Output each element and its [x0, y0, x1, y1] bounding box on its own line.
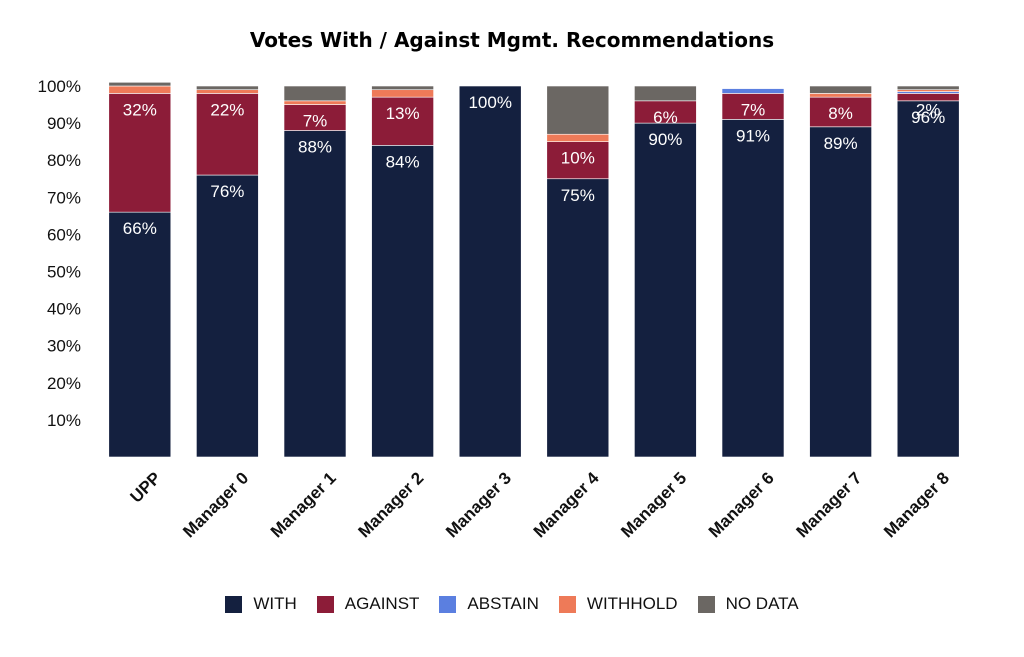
legend-item: NO DATA [697, 594, 799, 614]
y-tick-label: 70% [47, 188, 81, 207]
legend-swatch [697, 595, 715, 613]
data-label: 91% [736, 126, 770, 145]
x-tick-label: Manager 0 [179, 468, 252, 541]
data-label: 89% [824, 134, 858, 153]
legend-label: AGAINST [344, 594, 420, 613]
data-label: 6% [653, 108, 678, 127]
bar-segment [108, 81, 172, 87]
data-label: 66% [123, 219, 157, 238]
data-label: 96% [911, 108, 945, 127]
bar-segment [283, 104, 347, 131]
bar-segment [896, 100, 960, 458]
x-tick-label: Manager 7 [793, 468, 866, 541]
bar-segment [371, 145, 434, 458]
data-label: 7% [741, 100, 766, 119]
legend-swatch [558, 595, 576, 613]
legend: WITH AGAINST ABSTAIN WITHHOLD NO DATA [0, 594, 1024, 614]
bar-segment [196, 174, 259, 458]
chart-title: Votes With / Against Mgmt. Recommendatio… [249, 28, 775, 52]
legend-item: ABSTAIN [439, 594, 539, 614]
bar-segment [809, 96, 872, 128]
y-tick-label: 30% [47, 337, 81, 356]
data-label: 90% [648, 130, 682, 149]
bar-segment [896, 85, 960, 91]
bar-segment [283, 85, 347, 102]
x-tick-label: UPP [126, 468, 164, 506]
y-tick-label: 10% [47, 411, 81, 430]
y-tick-label: 50% [47, 263, 81, 282]
x-tick-label: Manager 3 [442, 468, 515, 541]
legend-swatch [316, 595, 334, 613]
data-label: 22% [210, 100, 244, 119]
x-tick-label: Manager 4 [530, 468, 603, 541]
data-label: 75% [561, 186, 595, 205]
bar-segment [546, 141, 610, 180]
data-label: 100% [468, 93, 511, 112]
bar-segment [371, 89, 434, 98]
data-label: 88% [298, 138, 332, 157]
x-tick-label: Manager 2 [355, 468, 428, 541]
bar-segment [196, 85, 259, 91]
data-label: 2% [916, 100, 941, 119]
legend-item: WITH [225, 594, 297, 614]
data-label: 76% [210, 182, 244, 201]
bar-segment [283, 100, 347, 105]
bar-segment [108, 85, 172, 94]
bar-segment [721, 119, 785, 458]
y-tick-label: 100% [38, 77, 81, 96]
x-tick-label: Manager 1 [267, 468, 340, 541]
x-tick-label: Manager 6 [705, 468, 778, 541]
bar-segment [196, 89, 259, 94]
data-label: 7% [303, 112, 328, 131]
data-label: 13% [386, 104, 420, 123]
legend-item: WITHHOLD [558, 594, 678, 614]
data-label: 10% [561, 149, 595, 168]
legend-label: WITHHOLD [586, 594, 678, 613]
y-tick-label: 60% [47, 225, 81, 244]
x-tick-label: Manager 5 [617, 468, 690, 541]
y-tick-label: 20% [47, 374, 81, 393]
legend-label: NO DATA [725, 594, 799, 613]
bar-segment [283, 130, 347, 458]
bar-segment [108, 211, 172, 458]
legend-swatch [439, 595, 457, 613]
legend-label: ABSTAIN [467, 594, 539, 613]
y-tick-label: 80% [47, 151, 81, 170]
bar-segment [546, 133, 610, 142]
bar-segment [721, 93, 785, 120]
bar-segment [458, 85, 522, 458]
bar-segment [546, 85, 610, 135]
data-label: 84% [386, 152, 420, 171]
bar-segment [634, 85, 697, 102]
data-label: 8% [828, 104, 853, 123]
bar-segment [371, 96, 434, 146]
bar-segment [371, 85, 434, 91]
bar-segment [546, 178, 610, 458]
data-label: 32% [123, 100, 157, 119]
stacked-bar-chart: 10% 20% 30% 40% 50% 60% 70% 80% 90% 100% 66% 32% UPP… [38, 77, 960, 541]
bar-segment [721, 88, 785, 94]
y-tick-label: 90% [47, 114, 81, 133]
legend-swatch [225, 595, 243, 613]
bar-segment [108, 93, 172, 213]
bar-segment [809, 126, 872, 458]
legend-label: WITH [253, 594, 297, 613]
bar-segment [809, 93, 872, 98]
x-tick-label: Manager 8 [880, 468, 953, 541]
y-tick-label: 40% [47, 300, 81, 319]
legend-item: AGAINST [316, 594, 420, 614]
bar-segment [634, 122, 697, 458]
bar-segment [809, 85, 872, 94]
